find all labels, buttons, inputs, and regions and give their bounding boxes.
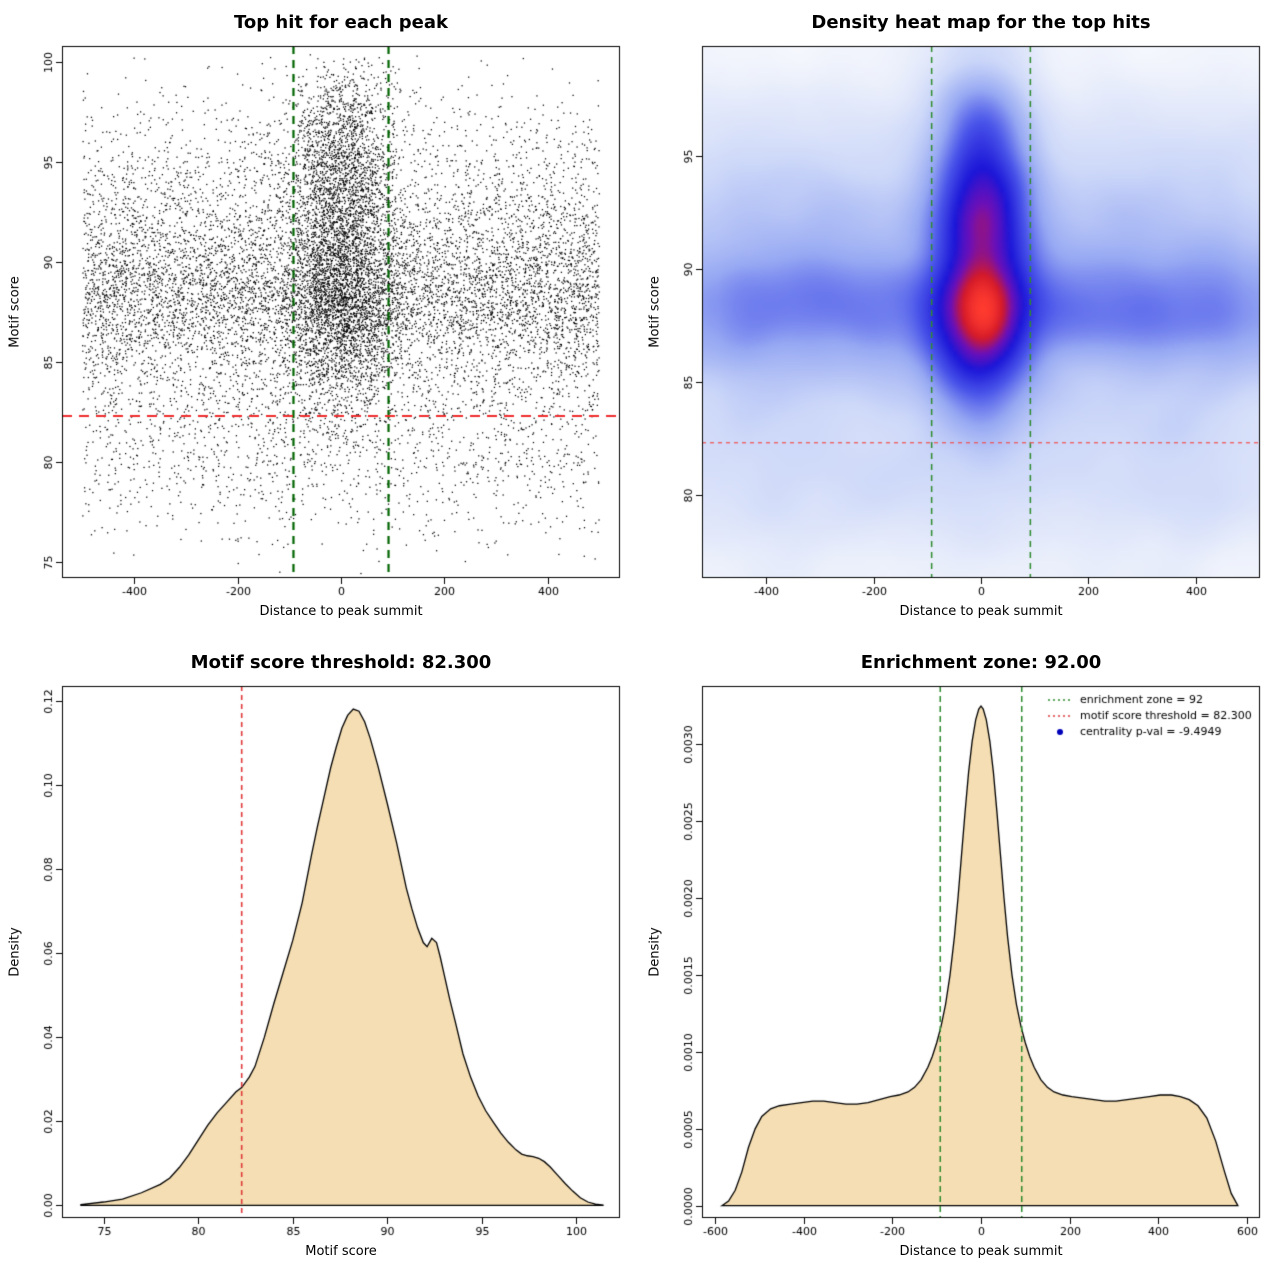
panel-top-hits-scatter: Top hit for each peak Motif score Distan…: [0, 0, 640, 640]
x-axis-label: Distance to peak summit: [899, 604, 1063, 619]
chart-title: Motif score threshold: 82.300: [190, 652, 492, 673]
y-axis-label: Motif score: [647, 276, 663, 348]
panel-motif-score-density: Motif score threshold: 82.300 Density Mo…: [0, 640, 640, 1280]
chart-title: Enrichment zone: 92.00: [860, 652, 1102, 673]
distance-density-plot-canvas: [640, 640, 1280, 1280]
scatter-plot-canvas: [0, 0, 640, 640]
chart-title: Top hit for each peak: [234, 12, 448, 33]
heatmap-plot-canvas: [640, 0, 1280, 640]
x-axis-label: Distance to peak summit: [259, 604, 423, 619]
x-axis-label: Motif score: [305, 1244, 377, 1259]
y-axis-label: Density: [7, 927, 23, 977]
y-axis-label: Density: [647, 927, 663, 977]
x-axis-label: Distance to peak summit: [899, 1244, 1063, 1259]
score-density-plot-canvas: [0, 640, 640, 1280]
chart-title: Density heat map for the top hits: [811, 12, 1151, 33]
y-axis-label: Motif score: [7, 276, 23, 348]
panel-density-heatmap: Density heat map for the top hits Motif …: [640, 0, 1280, 640]
panel-distance-density: Enrichment zone: 92.00 Density Distance …: [640, 640, 1280, 1280]
